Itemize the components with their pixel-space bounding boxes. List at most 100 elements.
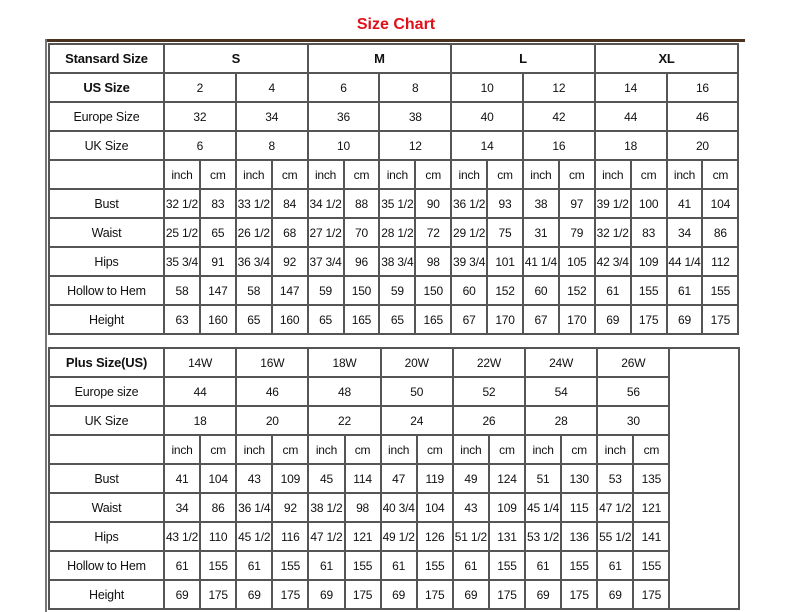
- measurement-value: 58: [163, 275, 201, 306]
- measurement-value: 109: [271, 463, 310, 494]
- measurement-row: Hollow to Hem 58 147 58 147 59 150 59 150 60 152 60…: [48, 275, 740, 306]
- us-size-value: 14: [593, 72, 668, 103]
- uk-size-label: UK Size: [48, 405, 165, 436]
- header-label: Stansard Size: [48, 43, 165, 74]
- empty-cell: [48, 434, 165, 465]
- measurement-value: 97: [557, 188, 596, 219]
- measurement-value: 150: [414, 275, 453, 306]
- us-size-value: 16: [665, 72, 740, 103]
- measurement-value: 131: [487, 521, 527, 552]
- blank-cell: [668, 347, 741, 610]
- measurement-value: 93: [486, 188, 524, 219]
- unit-inch: inch: [521, 159, 560, 190]
- measurement-row: Hips 43 1/2 110 45 1/2 116 47 1/2 121 49 1/2 126…: [48, 521, 739, 552]
- measurement-value: 155: [487, 550, 527, 581]
- uk-size-value: 12: [378, 130, 453, 161]
- europe-size-label: Europe size: [48, 376, 165, 407]
- measurement-value: 47: [379, 463, 418, 494]
- unit-cm: cm: [198, 159, 237, 190]
- measurement-value: 114: [343, 463, 382, 494]
- measurement-label: Hips: [48, 246, 165, 277]
- unit-inch: inch: [379, 434, 418, 465]
- header-row: Plus Size(US) 14W 16W 18W 20W 22W 24W 26W: [48, 347, 741, 610]
- measurement-label: Hollow to Hem: [48, 275, 165, 306]
- measurement-value: 45: [307, 463, 346, 494]
- europe-size-value: 38: [378, 101, 453, 132]
- measurement-value: 121: [632, 492, 671, 523]
- measurement-row: Bust 41 104 43 109 45 114 47 119 49 124 51 130 53 135: [48, 463, 739, 494]
- measurement-value: 67: [521, 304, 560, 335]
- measurement-value: 135: [632, 463, 671, 494]
- measurement-value: 101: [486, 246, 524, 277]
- measurement-value: 165: [342, 304, 381, 335]
- measurement-value: 44 1/4: [665, 246, 704, 277]
- measurement-row: Hips 35 3/4 91 36 3/4 92 37 3/4 96 38 3/4 98 39 3…: [48, 246, 740, 277]
- uk-size-value: 16: [521, 130, 596, 161]
- measurement-value: 90: [414, 188, 453, 219]
- page-title: Size Chart: [356, 16, 436, 33]
- measurement-value: 104: [199, 463, 238, 494]
- measurement-value: 38 3/4: [378, 246, 417, 277]
- measurement-value: 175: [199, 579, 238, 610]
- measurement-value: 61: [593, 275, 632, 306]
- us-size-value: 4: [234, 72, 309, 103]
- uk-size-label: UK Size: [48, 130, 165, 161]
- unit-cm: cm: [343, 434, 382, 465]
- europe-size-value: 50: [379, 376, 454, 407]
- measurement-value: 136: [560, 521, 599, 552]
- measurement-value: 33 1/2: [234, 188, 273, 219]
- measurement-value: 92: [270, 246, 309, 277]
- us-size-value: 2: [163, 72, 237, 103]
- uk-size-value: 20: [665, 130, 740, 161]
- uk-size-value: 26: [451, 405, 527, 436]
- header-row: Stansard Size S M L XL: [48, 43, 740, 74]
- measurement-value: 32 1/2: [593, 217, 632, 248]
- europe-size-value: 42: [521, 101, 596, 132]
- measurement-value: 39 1/2: [593, 188, 632, 219]
- measurement-label: Bust: [48, 188, 165, 219]
- unit-row: inch cm inch cm inch cm inch cm inch cm inch cm inch…: [48, 434, 739, 465]
- plus-size-table: Plus Size(US) 14W 16W 18W 20W 22W 24W 26W Europe…: [48, 347, 741, 610]
- europe-size-row: Europe Size 32 34 36 38 40 42 44 46: [48, 101, 740, 132]
- unit-inch: inch: [378, 159, 417, 190]
- measurement-value: 67: [450, 304, 489, 335]
- europe-size-value: 44: [162, 376, 238, 407]
- measurement-value: 75: [486, 217, 524, 248]
- measurement-value: 69: [596, 579, 635, 610]
- measurement-value: 175: [487, 579, 527, 610]
- measurement-value: 65: [378, 304, 417, 335]
- measurement-value: 43: [451, 492, 490, 523]
- unit-cm: cm: [270, 159, 309, 190]
- uk-size-value: 20: [235, 405, 310, 436]
- measurement-label: Waist: [48, 492, 165, 523]
- measurement-value: 109: [629, 246, 668, 277]
- uk-size-value: 30: [596, 405, 671, 436]
- measurement-value: 119: [415, 463, 454, 494]
- us-size-value: 6: [306, 72, 381, 103]
- measurement-value: 152: [557, 275, 596, 306]
- measurement-value: 150: [342, 275, 381, 306]
- europe-size-value: 46: [235, 376, 310, 407]
- unit-cm: cm: [414, 159, 453, 190]
- measurement-value: 40 3/4: [379, 492, 418, 523]
- uk-size-row: UK Size 6 8 10 12 14 16 18 20: [48, 130, 740, 161]
- measurement-value: 36 1/2: [450, 188, 489, 219]
- measurement-label: Height: [48, 579, 165, 610]
- measurement-value: 121: [343, 521, 382, 552]
- us-size-label: US Size: [48, 72, 165, 103]
- measurement-value: 92: [271, 492, 310, 523]
- uk-size-value: 18: [162, 405, 238, 436]
- measurement-value: 155: [560, 550, 599, 581]
- measurement-value: 65: [306, 304, 345, 335]
- measurement-value: 61: [307, 550, 346, 581]
- measurement-value: 86: [701, 217, 740, 248]
- measurement-value: 98: [343, 492, 382, 523]
- unit-cm: cm: [632, 434, 671, 465]
- measurement-value: 68: [270, 217, 309, 248]
- measurement-value: 37 3/4: [306, 246, 345, 277]
- size-group-m: M: [306, 43, 453, 74]
- measurement-value: 116: [271, 521, 310, 552]
- measurement-value: 53: [596, 463, 635, 494]
- measurement-value: 41: [162, 463, 202, 494]
- measurement-row: Hollow to Hem 61 155 61 155 61 155 61 155 61 155 61…: [48, 550, 739, 581]
